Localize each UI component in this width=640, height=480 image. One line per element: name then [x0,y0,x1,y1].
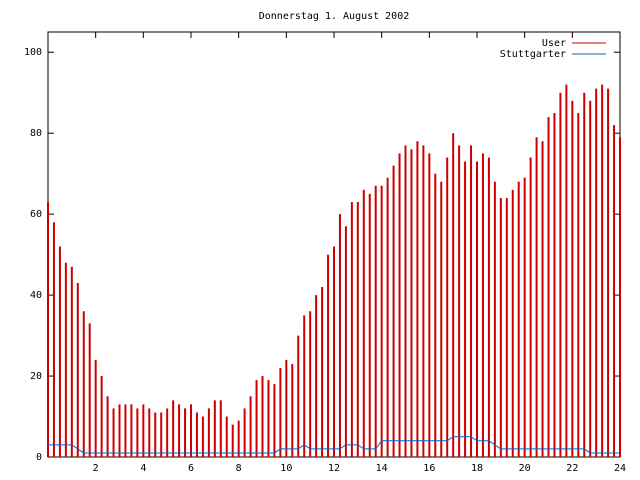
x-tick-label: 20 [519,463,531,474]
y-tick-label: 20 [30,371,42,382]
x-tick-label: 4 [140,463,146,474]
legend-label: Stuttgarter [500,49,566,60]
series-line [48,436,620,454]
legend-label: User [542,38,566,49]
y-tick-label: 0 [36,452,42,463]
x-tick-label: 22 [566,463,578,474]
y-tick-label: 40 [30,290,42,301]
y-tick-label: 80 [30,128,42,139]
y-tick-label: 60 [30,209,42,220]
x-tick-label: 2 [93,463,99,474]
x-tick-label: 8 [236,463,242,474]
y-tick-label: 100 [24,47,42,58]
x-tick-label: 10 [280,463,292,474]
x-tick-label: 12 [328,463,340,474]
x-tick-label: 16 [423,463,435,474]
x-tick-label: 24 [614,463,626,474]
x-tick-label: 6 [188,463,194,474]
x-tick-label: 18 [471,463,483,474]
chart-title: Donnerstag 1. August 2002 [259,11,410,22]
x-tick-label: 14 [376,463,388,474]
